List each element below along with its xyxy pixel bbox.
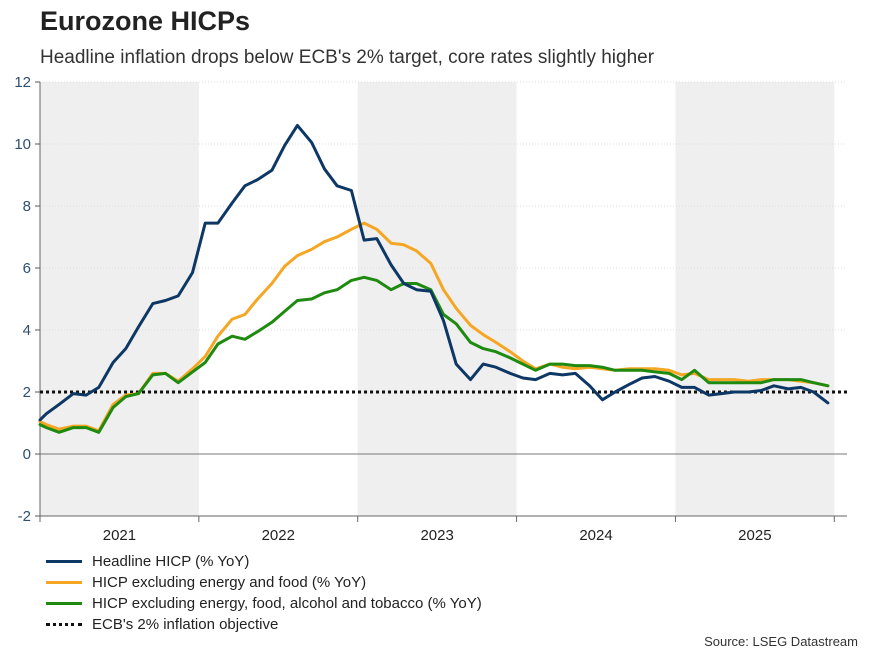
x-tick-label: 2025 xyxy=(738,527,771,544)
chart-title: Eurozone HICPs xyxy=(40,6,251,36)
legend-label-target: ECB's 2% inflation objective xyxy=(92,616,279,633)
series-line-core-narrow xyxy=(38,275,830,434)
year-band-2025 xyxy=(675,82,835,516)
legend-swatch-core xyxy=(46,581,82,584)
legend-label-core: HICP excluding energy and food (% YoY) xyxy=(92,574,367,591)
y-tick-label: 4 xyxy=(23,322,31,339)
legend-swatch-core-narrow xyxy=(46,602,82,605)
x-tick-label: 2021 xyxy=(103,527,136,544)
legend-swatch-headline xyxy=(46,560,82,563)
y-tick-label: -2 xyxy=(18,508,31,525)
y-tick-label: 2 xyxy=(23,384,31,401)
legend-swatch-target xyxy=(46,623,82,626)
y-tick-label: 10 xyxy=(14,136,31,153)
series-line-headline xyxy=(38,123,830,422)
legend: Headline HICP (% YoY) HICP excluding ene… xyxy=(46,551,482,635)
y-tick-label: 12 xyxy=(14,74,31,91)
x-tick-label: 2022 xyxy=(262,527,295,544)
source-note: Source: LSEG Datastream xyxy=(704,634,858,649)
legend-item-core: HICP excluding energy and food (% YoY) xyxy=(46,572,482,593)
legend-item-core-narrow: HICP excluding energy, food, alcohol and… xyxy=(46,593,482,614)
chart-subtitle: Headline inflation drops below ECB's 2% … xyxy=(40,47,655,68)
legend-item-target: ECB's 2% inflation objective xyxy=(46,614,482,635)
x-tick-label: 2024 xyxy=(579,527,612,544)
legend-item-headline: Headline HICP (% YoY) xyxy=(46,551,482,572)
legend-label-core-narrow: HICP excluding energy, food, alcohol and… xyxy=(92,595,482,612)
x-tick-label: 2023 xyxy=(420,527,453,544)
year-band-2021 xyxy=(40,82,199,516)
legend-label-headline: Headline HICP (% YoY) xyxy=(92,553,250,570)
y-tick-label: 8 xyxy=(23,198,31,215)
y-tick-label: 6 xyxy=(23,260,31,277)
y-tick-label: 0 xyxy=(23,446,31,463)
